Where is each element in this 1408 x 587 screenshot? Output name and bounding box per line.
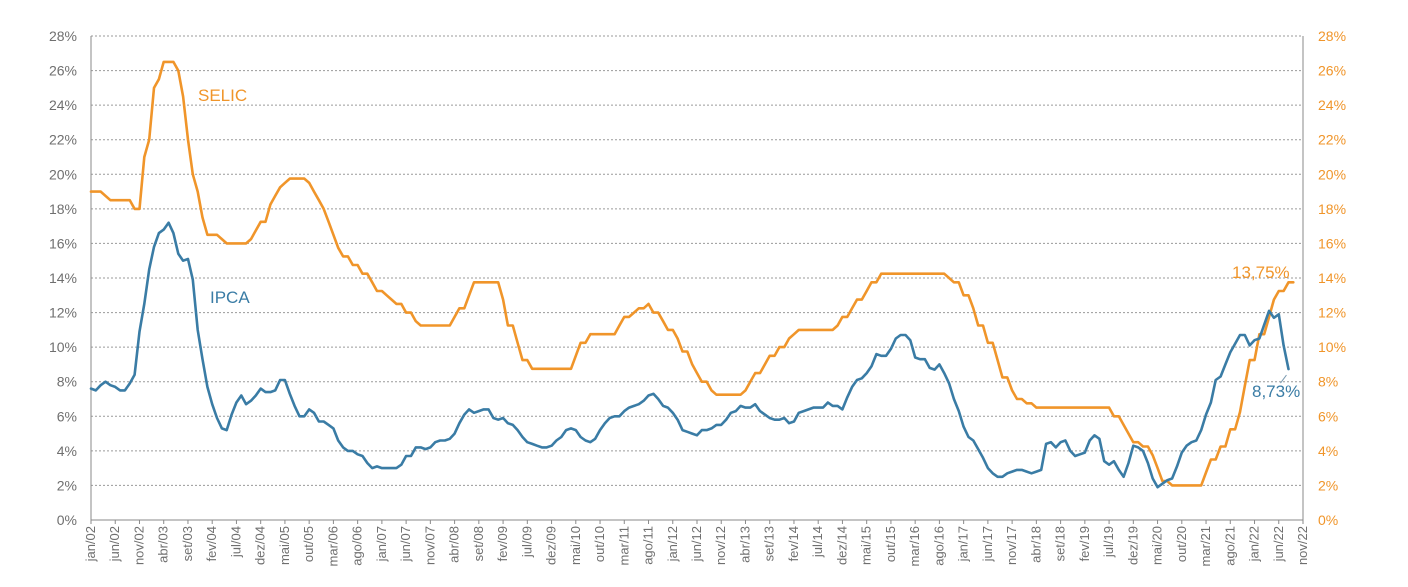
left-axis-tick-label: 8% [57,374,77,390]
x-axis-tick-label: jul/09 [519,526,534,558]
x-axis-tick-label: set/13 [762,526,777,561]
x-axis-tick-label: mar/06 [325,526,340,566]
x-axis-tick-label: fev/04 [204,526,219,561]
x-axis-tick-label: jun/17 [980,526,995,562]
x-axis-tick-label: ago/21 [1222,526,1237,566]
selic-series-line [89,60,1295,487]
x-axis-tick-label: ago/06 [350,526,365,566]
x-axis-tick-label: dez/09 [544,526,559,565]
left-axis-tick-label: 16% [49,235,77,251]
right-axis-tick-label: 22% [1318,132,1346,148]
x-axis-tick-label: mai/05 [277,526,292,565]
left-axis-tick-label: 26% [49,63,77,79]
x-axis-tick-label: jan/17 [956,526,971,562]
left-axis-tick-label: 6% [57,408,77,424]
left-axis-tick-label: 2% [57,477,77,493]
x-axis-tick-label: jan/07 [374,526,389,562]
grid-layer [90,35,1304,521]
right-axis-tick-label: 16% [1318,235,1346,251]
x-axis-tick-label: jun/12 [689,526,704,562]
x-axis-tick-label: jun/07 [398,526,413,562]
x-axis-tick-label: fev/14 [786,526,801,561]
right-axis-tick-label: 4% [1318,443,1338,459]
right-axis-tick-label: 20% [1318,166,1346,182]
x-axis-tick-label: out/05 [301,526,316,562]
right-axis-tick-label: 24% [1318,97,1346,113]
x-axis-tick-label: nov/12 [713,526,728,565]
x-axis-tick-label: jul/14 [810,526,825,558]
x-axis-tick-label: fev/09 [495,526,510,561]
x-axis-tick-label: fev/19 [1077,526,1092,561]
x-axis-tick-label: out/10 [592,526,607,562]
x-axis-tick-label: mar/11 [616,526,631,566]
left-axis-tick-label: 20% [49,166,77,182]
right-axis-tick-label: 18% [1318,201,1346,217]
x-axis-tick-label: out/20 [1174,526,1189,562]
x-axis-tick-label: jan/12 [665,526,680,562]
left-axis-ticks: 0% 2% 4% 6% 8% 10% 12% 14% 16% 18% 20% 22% 24% 26% 28% [49,28,77,528]
x-axis-tick-label: dez/04 [253,526,268,565]
x-axis-tick-label: nov/22 [1295,526,1310,565]
x-axis-tick-label: mar/16 [907,526,922,566]
right-axis-tick-label: 28% [1318,28,1346,44]
x-axis-tick-label: jul/19 [1101,526,1116,558]
x-axis-tick-label: jul/04 [228,526,243,558]
right-axis-ticks: 0% 2% 4% 6% 8% 10% 12% 14% 16% 18% 20% 22% 24% 26% 28% [1318,28,1346,528]
left-axis-tick-label: 18% [49,201,77,217]
x-axis-tick-label: abr/18 [1028,526,1043,563]
left-axis-tick-label: 4% [57,443,77,459]
x-axis-tick-label: mar/21 [1198,526,1213,566]
x-axis-tick-label: nov/02 [131,526,146,565]
left-axis-tick-label: 14% [49,270,77,286]
ipca-series-label: IPCA [210,288,250,307]
left-axis-tick-label: 10% [49,339,77,355]
ipca-series-line [89,221,1290,489]
left-axis-tick-label: 28% [49,28,77,44]
x-axis-tick-label: mai/10 [568,526,583,565]
right-axis-tick-label: 14% [1318,270,1346,286]
x-axis-tick-label: nov/17 [1004,526,1019,565]
x-axis-tick-label: nov/07 [422,526,437,565]
x-axis-tick-label: mai/20 [1150,526,1165,565]
x-axis-tick-label: abr/03 [156,526,171,563]
x-axis-tick-label: jun/22 [1271,526,1286,562]
series-layer [89,60,1295,489]
left-axis-tick-label: 22% [49,132,77,148]
right-axis-tick-label: 8% [1318,374,1338,390]
x-axis-tick-label: out/15 [883,526,898,562]
x-axis-ticks: jan/02 jun/02 nov/02 abr/03 set/03 fev/04 jul/… [83,520,1310,566]
x-axis-tick-label: set/18 [1053,526,1068,561]
x-axis-tick-label: ago/16 [931,526,946,566]
annotation-layer: SELIC IPCA 13,75% 8,73% [198,86,1300,401]
x-axis-tick-label: mai/15 [859,526,874,565]
right-axis-tick-label: 6% [1318,408,1338,424]
left-axis-tick-label: 12% [49,305,77,321]
x-axis-tick-label: set/03 [180,526,195,561]
right-axis-tick-label: 0% [1318,512,1338,528]
x-axis-tick-label: dez/19 [1125,526,1140,565]
x-axis-tick-label: set/08 [471,526,486,561]
x-axis-tick-label: abr/13 [737,526,752,563]
ipca-value-leader-line [1280,374,1287,384]
x-axis-tick-label: jan/02 [83,526,98,562]
x-axis-tick-label: jan/22 [1247,526,1262,562]
left-axis-tick-label: 0% [57,512,77,528]
x-axis-tick-label: abr/08 [447,526,462,563]
x-axis-tick-label: jun/02 [107,526,122,562]
right-axis-tick-label: 10% [1318,339,1346,355]
x-axis-tick-label: dez/14 [834,526,849,565]
x-axis-tick-label: ago/11 [641,526,656,565]
left-axis-tick-label: 24% [49,97,77,113]
selic-series-label: SELIC [198,86,247,105]
ipca-last-value-label: 8,73% [1252,382,1300,401]
selic-last-value-label: 13,75% [1232,263,1290,282]
right-axis-tick-label: 2% [1318,477,1338,493]
right-axis-tick-label: 12% [1318,305,1346,321]
right-axis-tick-label: 26% [1318,63,1346,79]
